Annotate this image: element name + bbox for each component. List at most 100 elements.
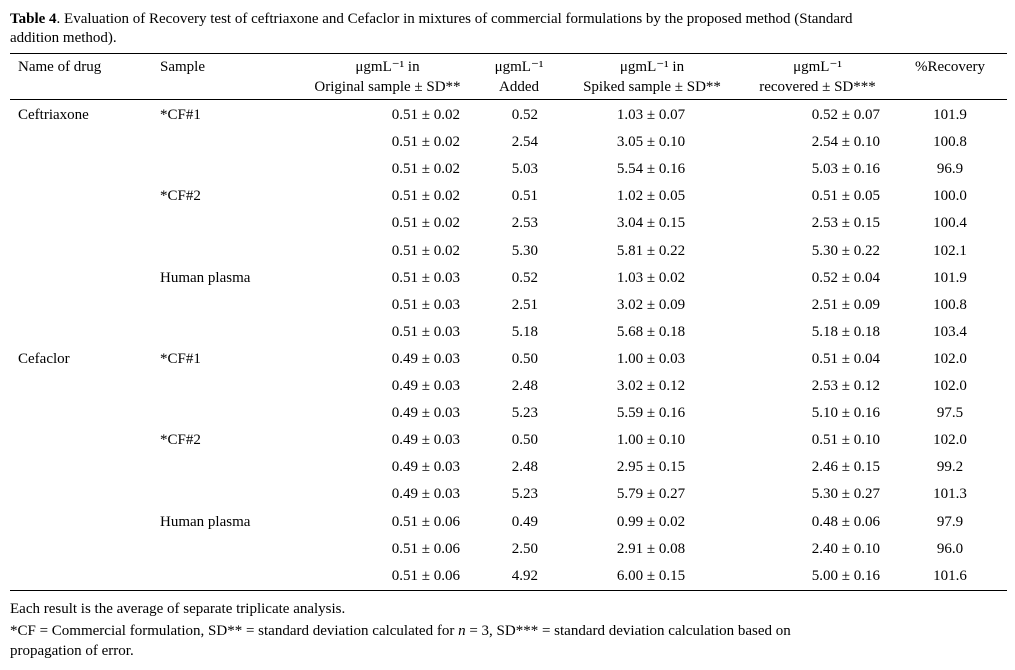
recovered-cell: 0.52 ± 0.07: [811, 107, 880, 123]
spiked-sample-cell: 5.59 ± 0.16: [616, 405, 686, 421]
recovered-cell: 2.53 ± 0.15: [811, 215, 880, 231]
original-sample-cell: 0.49 ± 0.03: [391, 378, 460, 394]
header-added-line1: μgmL⁻¹: [494, 59, 544, 75]
recovered-cell: 0.51 ± 0.10: [811, 432, 880, 448]
added-cell: 0.49: [511, 514, 538, 530]
percent-recovery-cell: 101.6: [933, 568, 967, 584]
recovered-cell: 2.46 ± 0.15: [811, 459, 880, 475]
percent-recovery-cell: 97.9: [936, 514, 964, 530]
added-cell: 5.23: [511, 405, 538, 421]
header-original-line1: μgmL⁻¹ in: [355, 59, 420, 75]
header-spiked-line2: Spiked sample ± SD**: [583, 79, 721, 95]
recovered-cell: 2.53 ± 0.12: [811, 378, 880, 394]
recovered-cell: 5.18 ± 0.18: [811, 324, 880, 340]
added-cell: 2.48: [511, 378, 538, 394]
table-label: Table 4: [10, 11, 57, 27]
header-recovered-line2: recovered ± SD***: [759, 79, 876, 95]
added-cell: 0.52: [511, 107, 538, 123]
original-sample-cell: 0.51 ± 0.02: [391, 215, 460, 231]
original-sample-cell: 0.51 ± 0.03: [391, 324, 460, 340]
drug-name-cell: Ceftriaxone: [18, 107, 89, 123]
recovered-cell: 5.30 ± 0.22: [811, 243, 880, 259]
percent-recovery-cell: 96.9: [936, 161, 964, 177]
added-cell: 5.30: [511, 243, 538, 259]
spiked-sample-cell: 1.02 ± 0.05: [616, 188, 686, 204]
percent-recovery-cell: 101.9: [933, 107, 967, 123]
spiked-sample-cell: 1.03 ± 0.07: [616, 107, 686, 123]
recovered-cell: 5.03 ± 0.16: [811, 161, 880, 177]
table-header-rule: [10, 99, 1007, 100]
original-sample-cell: 0.51 ± 0.03: [391, 270, 460, 286]
caption-text-line1: . Evaluation of Recovery test of ceftria…: [56, 11, 853, 27]
original-sample-cell: 0.51 ± 0.06: [391, 541, 460, 557]
header-added: μgmL⁻¹ Added: [488, 57, 550, 97]
percent-recovery-cell: 101.9: [933, 270, 967, 286]
spiked-sample-cell: 3.05 ± 0.10: [616, 134, 686, 150]
footnote-abbreviations: *CF = Commercial formulation, SD** = sta…: [10, 621, 1005, 661]
spiked-sample-cell: 5.54 ± 0.16: [616, 161, 686, 177]
percent-recovery-cell: 102.0: [933, 378, 967, 394]
original-sample-cell: 0.51 ± 0.02: [391, 134, 460, 150]
sample-cell: *CF#1: [160, 351, 201, 367]
sample-cell: *CF#2: [160, 188, 201, 204]
sample-cell: Human plasma: [160, 270, 251, 286]
original-sample-cell: 0.51 ± 0.02: [391, 161, 460, 177]
header-added-line2: Added: [499, 79, 539, 95]
header-percent-recovery: %Recovery: [915, 59, 985, 75]
spiked-sample-cell: 3.02 ± 0.12: [616, 378, 686, 394]
spiked-sample-cell: 1.03 ± 0.02: [616, 270, 686, 286]
sample-cell: *CF#1: [160, 107, 201, 123]
table-top-rule: [10, 53, 1007, 54]
spiked-sample-cell: 3.04 ± 0.15: [616, 215, 686, 231]
percent-recovery-cell: 102.1: [933, 243, 967, 259]
added-cell: 4.92: [511, 568, 538, 584]
recovered-cell: 0.51 ± 0.05: [811, 188, 880, 204]
footnote-abbrev-part3: propagation of error.: [10, 643, 134, 659]
percent-recovery-cell: 99.2: [936, 459, 964, 475]
spiked-sample-cell: 3.02 ± 0.09: [616, 297, 686, 313]
added-cell: 5.03: [511, 161, 538, 177]
header-spiked-sample: μgmL⁻¹ in Spiked sample ± SD**: [566, 57, 738, 97]
footnote-abbrev-part2: = 3, SD*** = standard deviation calculat…: [465, 623, 791, 639]
added-cell: 0.50: [511, 432, 538, 448]
header-drug: Name of drug: [18, 59, 102, 75]
spiked-sample-cell: 2.91 ± 0.08: [616, 541, 686, 557]
recovered-cell: 5.00 ± 0.16: [811, 568, 880, 584]
percent-recovery-cell: 103.4: [933, 324, 967, 340]
original-sample-cell: 0.51 ± 0.06: [391, 568, 460, 584]
added-cell: 0.52: [511, 270, 538, 286]
added-cell: 2.50: [511, 541, 538, 557]
footnote-triplicate: Each result is the average of separate t…: [10, 601, 346, 617]
spiked-sample-cell: 0.99 ± 0.02: [616, 514, 686, 530]
original-sample-cell: 0.49 ± 0.03: [391, 432, 460, 448]
table-caption: Table 4. Evaluation of Recovery test of …: [10, 10, 1005, 48]
original-sample-cell: 0.49 ± 0.03: [391, 405, 460, 421]
header-spiked-line1: μgmL⁻¹ in: [619, 59, 685, 75]
added-cell: 0.50: [511, 351, 538, 367]
sample-cell: *CF#2: [160, 432, 201, 448]
added-cell: 5.23: [511, 486, 538, 502]
spiked-sample-cell: 1.00 ± 0.10: [616, 432, 686, 448]
added-cell: 5.18: [511, 324, 538, 340]
recovered-cell: 2.54 ± 0.10: [811, 134, 880, 150]
added-cell: 2.48: [511, 459, 538, 475]
added-cell: 0.51: [511, 188, 538, 204]
sample-cell: Human plasma: [160, 514, 251, 530]
header-original-sample: μgmL⁻¹ in Original sample ± SD**: [300, 57, 475, 97]
footnote-n-symbol: n: [458, 623, 466, 639]
footnote-abbrev-part1: *CF = Commercial formulation, SD** = sta…: [10, 623, 459, 639]
percent-recovery-cell: 102.0: [933, 351, 967, 367]
original-sample-cell: 0.49 ± 0.03: [391, 486, 460, 502]
percent-recovery-cell: 101.3: [933, 486, 967, 502]
percent-recovery-cell: 102.0: [933, 432, 967, 448]
caption-text-line2: addition method).: [10, 30, 117, 46]
recovered-cell: 0.48 ± 0.06: [811, 514, 880, 530]
percent-recovery-cell: 100.8: [933, 134, 967, 150]
original-sample-cell: 0.49 ± 0.03: [391, 351, 460, 367]
recovered-cell: 5.30 ± 0.27: [811, 486, 880, 502]
spiked-sample-cell: 5.79 ± 0.27: [616, 486, 686, 502]
added-cell: 2.53: [511, 215, 538, 231]
percent-recovery-cell: 100.8: [933, 297, 967, 313]
added-cell: 2.51: [511, 297, 538, 313]
header-original-line2: Original sample ± SD**: [314, 79, 461, 95]
